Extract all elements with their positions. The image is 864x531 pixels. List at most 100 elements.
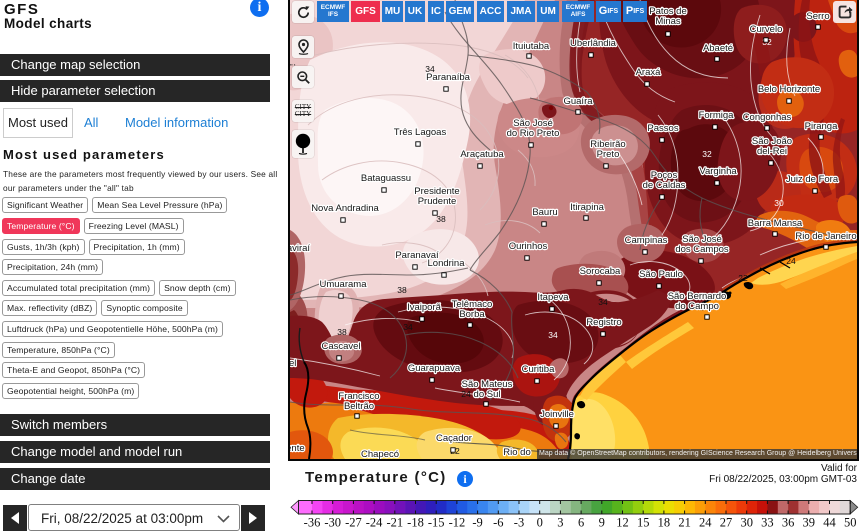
svg-text:Joinville: Joinville [540,409,574,420]
svg-text:do Sul: do Sul [474,389,501,400]
svg-text:Congonhas: Congonhas [743,112,792,123]
svg-text:Paranaíba: Paranaíba [426,72,471,83]
svg-text:Nova Andradina: Nova Andradina [311,203,379,214]
svg-text:-27: -27 [345,516,362,530]
svg-text:34: 34 [548,330,558,340]
svg-text:Presidente: Presidente [414,186,459,197]
svg-text:Poços: Poços [651,170,678,181]
svg-text:Ourinhos: Ourinhos [509,241,548,252]
svg-text:30: 30 [740,516,753,530]
svg-text:24: 24 [461,389,471,399]
svg-text:Cascavel: Cascavel [321,341,360,352]
svg-text:-18: -18 [407,516,424,530]
svg-text:38: 38 [337,327,347,337]
svg-text:Umuarama: Umuarama [320,279,368,290]
svg-text:Sorocaba: Sorocaba [580,266,621,277]
svg-text:Serro: Serro [806,11,829,22]
svg-text:Curvelo: Curvelo [750,24,783,35]
svg-text:-36: -36 [304,516,321,530]
svg-text:Passos: Passos [647,123,678,134]
svg-text:Registro: Registro [586,317,621,328]
svg-text:Patos de: Patos de [649,6,687,17]
svg-text:-3: -3 [514,516,524,530]
svg-text:Prudente: Prudente [418,196,457,207]
svg-text:6: 6 [578,516,584,530]
svg-text:de Caldas: de Caldas [643,180,686,191]
svg-text:São José: São José [513,118,553,129]
svg-text:39: 39 [803,516,816,530]
svg-text:Ribeirão: Ribeirão [590,139,625,150]
svg-text:São Mateus: São Mateus [462,379,513,390]
svg-text:dos Campos: dos Campos [675,244,729,255]
svg-text:Belo Horizonte: Belo Horizonte [758,84,820,95]
svg-text:Barra Mansa: Barra Mansa [748,218,803,229]
svg-text:Varginha: Varginha [699,166,737,177]
svg-text:Chapecó: Chapecó [361,449,399,459]
svg-text:34: 34 [598,297,608,307]
svg-text:27: 27 [720,516,733,530]
svg-text:Campinas: Campinas [625,235,668,246]
svg-text:22: 22 [738,273,748,283]
svg-text:24: 24 [699,516,712,530]
svg-text:Rio de Janeiro: Rio de Janeiro [795,231,856,242]
svg-text:9: 9 [599,516,605,530]
svg-text:-6: -6 [493,516,503,530]
svg-text:12: 12 [616,516,629,530]
svg-text:-21: -21 [386,516,403,530]
svg-text:36: 36 [782,516,795,530]
svg-text:Preto: Preto [597,149,620,160]
svg-text:Londrina: Londrina [428,258,466,269]
svg-text:-24: -24 [366,516,383,530]
svg-text:3: 3 [557,516,563,530]
svg-text:21: 21 [678,516,691,530]
svg-text:32: 32 [702,149,712,159]
svg-text:Paranavaí: Paranavaí [395,250,439,261]
svg-text:Araxá: Araxá [636,67,662,78]
svg-text:Bauru: Bauru [532,207,557,218]
svg-text:Ituiutaba: Ituiutaba [513,41,550,52]
svg-text:Borba: Borba [459,309,485,320]
svg-text:-9: -9 [472,516,482,530]
svg-text:cente: cente [290,443,305,454]
svg-text:24: 24 [786,256,796,266]
svg-text:Guaíra: Guaíra [563,96,593,107]
svg-text:Araçatuba: Araçatuba [460,149,504,160]
svg-text:Minas: Minas [655,16,681,27]
svg-text:34: 34 [425,64,435,74]
svg-text:Guarapuava: Guarapuava [408,363,461,374]
svg-text:44: 44 [823,516,836,530]
svg-text:Três Lagoas: Três Lagoas [394,127,447,138]
svg-text:Itirapina: Itirapina [570,202,605,213]
svg-text:Rio do: Rio do [503,447,530,458]
svg-text:Uberlândia: Uberlândia [570,38,617,49]
svg-text:0: 0 [537,516,543,530]
svg-text:Itapeva: Itapeva [537,292,569,303]
svg-text:São João: São João [752,136,792,147]
svg-text:34: 34 [403,322,413,332]
svg-text:15: 15 [637,516,650,530]
svg-text:30: 30 [774,198,784,208]
svg-text:18: 18 [658,516,671,530]
svg-text:Curitiba: Curitiba [522,364,555,375]
svg-text:Naviraí: Naviraí [290,243,310,254]
svg-text:50: 50 [844,516,857,530]
svg-text:Juiz de Fora: Juiz de Fora [786,174,839,185]
svg-text:38: 38 [436,214,446,224]
svg-text:Abaeté: Abaeté [703,43,733,54]
svg-text:-12: -12 [449,516,466,530]
svg-text:-15: -15 [428,516,445,530]
svg-text:-30: -30 [324,516,341,530]
svg-text:del-Rei: del-Rei [757,146,787,157]
svg-text:33: 33 [761,516,774,530]
svg-text:Piranga: Piranga [805,121,838,132]
svg-text:do Campo: do Campo [675,301,719,312]
svg-text:São Bernardo: São Bernardo [668,291,727,302]
svg-text:Ivaiporã: Ivaiporã [407,302,442,313]
svg-text:São Paulo: São Paulo [639,269,683,280]
svg-text:Caçador: Caçador [436,433,472,444]
svg-text:do Rio Preto: do Rio Preto [507,128,560,139]
svg-text:40: 40 [342,204,352,214]
svg-text:Beltrão: Beltrão [344,401,374,412]
svg-text:Bataguassu: Bataguassu [361,173,411,184]
svg-text:38: 38 [397,285,407,295]
